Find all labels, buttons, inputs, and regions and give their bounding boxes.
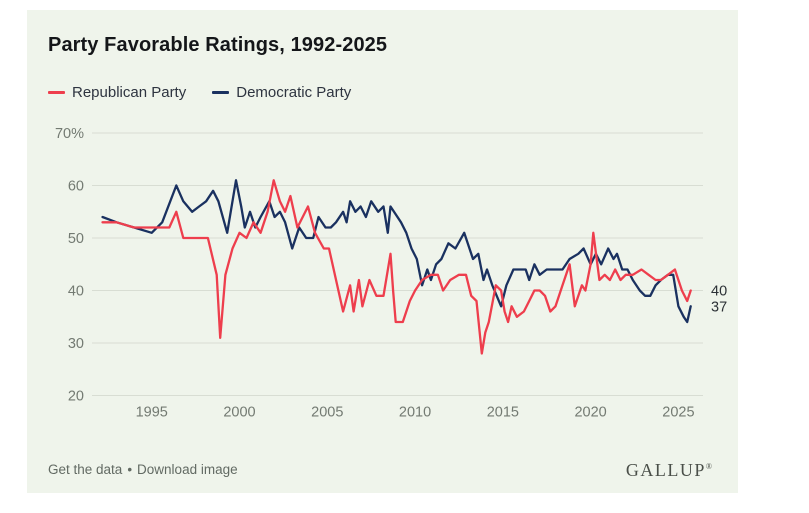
footer-links: Get the data • Download image bbox=[48, 462, 238, 477]
series-end-value-label: 37 bbox=[711, 299, 727, 315]
y-axis-tick-label: 60 bbox=[68, 179, 84, 195]
download-image-link[interactable]: Download image bbox=[137, 462, 238, 477]
x-axis-tick-label: 2025 bbox=[662, 405, 694, 421]
trademark-icon: ® bbox=[705, 462, 712, 471]
x-axis-tick-label: 2015 bbox=[487, 405, 519, 421]
y-axis-tick-label: 30 bbox=[68, 336, 84, 352]
gallup-logo: GALLUP® bbox=[626, 460, 712, 481]
series-end-value-label: 40 bbox=[711, 284, 727, 300]
x-axis-tick-label: 2005 bbox=[311, 405, 343, 421]
legend-item-democratic: Democratic Party bbox=[212, 84, 351, 101]
x-axis-tick-label: 2000 bbox=[223, 405, 255, 421]
chart-card: Party Favorable Ratings, 1992-2025 Repub… bbox=[27, 10, 738, 493]
line-series-republican-party bbox=[101, 179, 692, 355]
x-axis-tick-label: 2010 bbox=[399, 405, 431, 421]
y-axis-tick-label: 40 bbox=[68, 284, 84, 300]
chart-legend: Republican Party Democratic Party bbox=[48, 84, 351, 101]
republican-line-swatch-icon bbox=[48, 91, 65, 94]
chart-title: Party Favorable Ratings, 1992-2025 bbox=[48, 34, 388, 56]
legend-label-republican: Republican Party bbox=[72, 84, 187, 101]
democratic-line-swatch-icon bbox=[212, 91, 230, 94]
y-axis-tick-label: 20 bbox=[68, 389, 84, 405]
y-axis-tick-label: 50 bbox=[68, 231, 84, 247]
footer-separator: • bbox=[127, 462, 133, 477]
line-series-democratic-party bbox=[101, 179, 692, 324]
chart-svg: 70% 60 50 40 30 20 1995 2000 2005 2010 2015 2020 202… bbox=[55, 126, 727, 421]
legend-label-democratic: Democratic Party bbox=[236, 84, 352, 101]
legend-item-republican: Republican Party bbox=[48, 84, 186, 101]
x-axis-tick-label: 2020 bbox=[574, 405, 606, 421]
get-the-data-link[interactable]: Get the data bbox=[48, 462, 123, 477]
y-axis-tick-label: 70% bbox=[55, 126, 84, 142]
x-axis-tick-label: 1995 bbox=[136, 405, 168, 421]
gallup-wordmark: GALLUP bbox=[625, 460, 706, 480]
